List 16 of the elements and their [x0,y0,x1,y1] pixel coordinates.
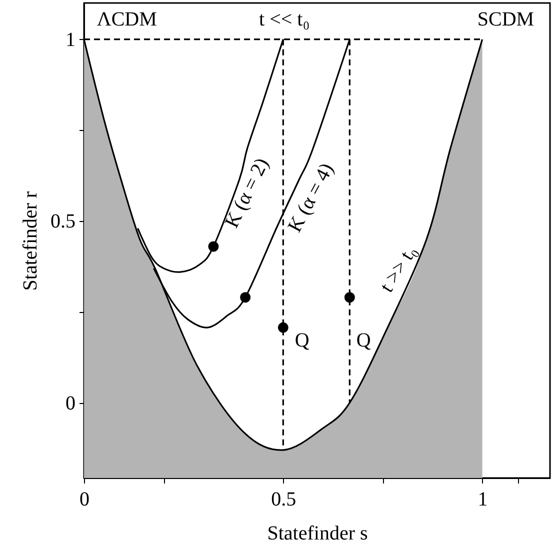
x-tick-label: 0.5 [271,488,296,510]
annotation: t << t₀ [259,8,310,31]
annotation: K (α = 2) [220,154,274,232]
x-axis-title: Statefinder s [267,522,368,544]
annotation: Q [294,329,310,352]
annotation: SCDM [477,8,534,31]
y-tick-label: 0 [66,392,76,414]
annotation: K (α = 4) [284,160,338,236]
y-tick-label: 1 [66,28,76,51]
annotation: ΛCDM [96,8,158,31]
y-tick-label: 0.5 [50,210,76,233]
x-tick-label: 1 [478,488,488,510]
annotation: Q [356,329,372,352]
y-axis-title: Statefinder r [20,190,42,291]
x-tick-label: 0 [80,488,90,510]
annotation: t >> t₀ [376,242,422,296]
